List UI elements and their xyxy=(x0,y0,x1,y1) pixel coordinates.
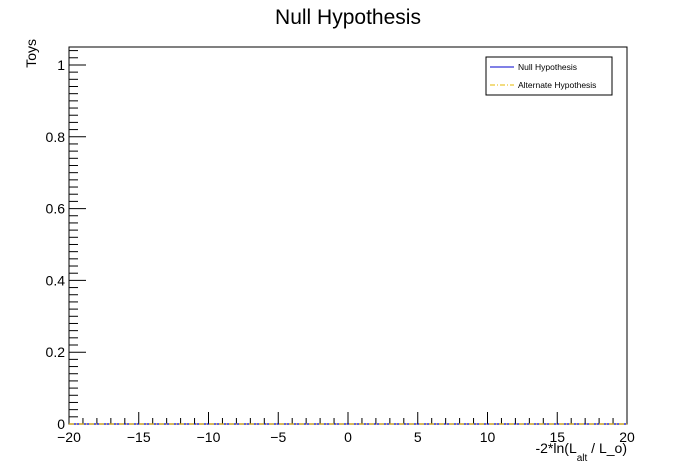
y-tick-label: 0.2 xyxy=(46,344,66,360)
chart-title: Null Hypothesis xyxy=(275,6,421,29)
plot-frame xyxy=(68,46,628,425)
x-tick-label: 0 xyxy=(344,429,352,445)
y-tick-label: 0 xyxy=(57,416,65,432)
x-axis: −20 −15 −10 −5 0 5 10 15 20 xyxy=(57,412,635,445)
y-tick-label: 1 xyxy=(57,57,65,73)
x-tick-label: −5 xyxy=(270,429,286,445)
x-tick-label: 15 xyxy=(549,429,565,445)
legend-label-alternate: Alternate Hypothesis xyxy=(518,80,596,90)
legend: Null Hypothesis Alternate Hypothesis xyxy=(485,56,613,96)
x-tick-label: 10 xyxy=(480,429,496,445)
x-axis-label: -2*ln(Lalt / L_o) xyxy=(535,440,627,464)
x-tick-label: −20 xyxy=(57,429,81,445)
y-tick-label: 0.6 xyxy=(46,201,66,217)
x-tick-label: 20 xyxy=(619,429,635,445)
x-axis-label-subscript: alt xyxy=(577,453,588,464)
y-axis-label: Toys xyxy=(23,39,39,68)
x-axis-label-suffix: / L_o) xyxy=(587,440,627,456)
x-tick-label: 5 xyxy=(414,429,422,445)
legend-label-null: Null Hypothesis xyxy=(518,62,577,72)
y-tick-label: 0.8 xyxy=(46,129,66,145)
y-tick-label: 0.4 xyxy=(46,272,66,288)
x-tick-label: −10 xyxy=(197,429,221,445)
x-axis-label-prefix: -2*ln(L xyxy=(535,440,576,456)
x-tick-label: −15 xyxy=(127,429,151,445)
legend-box xyxy=(485,56,613,96)
y-axis: 0 0.2 0.4 0.6 0.8 1 xyxy=(46,50,86,432)
